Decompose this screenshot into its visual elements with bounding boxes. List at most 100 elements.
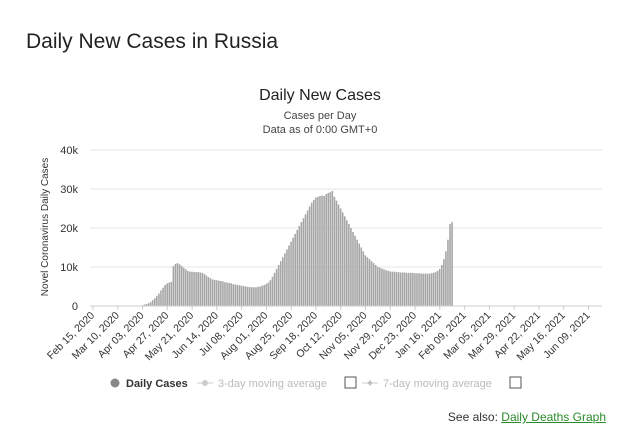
checkbox-7-day-average[interactable] <box>509 376 522 389</box>
bar-daily-cases[interactable] <box>401 272 404 306</box>
bar-daily-cases[interactable] <box>257 286 259 306</box>
bar-daily-cases[interactable] <box>310 202 313 306</box>
bar-daily-cases[interactable] <box>315 197 317 306</box>
bar-daily-cases[interactable] <box>447 239 449 306</box>
bar-daily-cases[interactable] <box>339 208 342 307</box>
bar-daily-cases[interactable] <box>226 282 228 306</box>
bar-daily-cases[interactable] <box>184 269 187 306</box>
bar-daily-cases[interactable] <box>215 280 218 306</box>
bar-daily-cases[interactable] <box>370 261 373 306</box>
bar-daily-cases[interactable] <box>333 196 336 306</box>
bar-daily-cases[interactable] <box>182 267 185 306</box>
bar-daily-cases[interactable] <box>440 265 443 306</box>
bar-daily-cases[interactable] <box>164 284 166 306</box>
bar-daily-cases[interactable] <box>263 284 266 306</box>
bar-daily-cases[interactable] <box>176 263 179 306</box>
bar-daily-cases[interactable] <box>273 272 276 306</box>
bar-daily-cases[interactable] <box>222 281 224 306</box>
bar-daily-cases[interactable] <box>327 192 330 306</box>
bar-daily-cases[interactable] <box>354 235 356 306</box>
bar-daily-cases[interactable] <box>397 272 400 306</box>
bar-daily-cases[interactable] <box>412 272 414 306</box>
bar-daily-cases[interactable] <box>209 278 212 306</box>
bar-daily-cases[interactable] <box>383 269 385 306</box>
bar-daily-cases[interactable] <box>168 282 171 306</box>
bar-daily-cases[interactable] <box>232 284 235 306</box>
bar-daily-cases[interactable] <box>213 279 216 306</box>
bar-daily-cases[interactable] <box>308 206 311 306</box>
bar-daily-cases[interactable] <box>420 273 422 306</box>
bar-daily-cases[interactable] <box>376 267 379 306</box>
bar-daily-cases[interactable] <box>395 272 398 306</box>
bar-daily-cases[interactable] <box>352 231 354 306</box>
bar-daily-cases[interactable] <box>405 272 408 306</box>
bar-daily-cases[interactable] <box>306 210 309 306</box>
bar-daily-cases[interactable] <box>300 222 303 306</box>
bar-daily-cases[interactable] <box>364 255 367 306</box>
bar-daily-cases[interactable] <box>451 222 453 306</box>
bar-daily-cases[interactable] <box>271 276 274 306</box>
bar-daily-cases[interactable] <box>261 285 263 306</box>
bar-daily-cases[interactable] <box>191 271 193 306</box>
bar-daily-cases[interactable] <box>304 214 307 306</box>
bar-daily-cases[interactable] <box>348 224 350 306</box>
bar-daily-cases[interactable] <box>193 272 195 306</box>
bar-daily-cases[interactable] <box>319 196 321 306</box>
bar-daily-cases[interactable] <box>284 253 286 306</box>
bar-daily-cases[interactable] <box>251 287 253 306</box>
bar-daily-cases[interactable] <box>424 273 427 306</box>
bar-daily-cases[interactable] <box>329 192 332 306</box>
bar-daily-cases[interactable] <box>298 226 301 306</box>
bar-daily-cases[interactable] <box>279 261 282 306</box>
bar-daily-cases[interactable] <box>414 273 416 306</box>
bar-daily-cases[interactable] <box>416 273 418 306</box>
bar-daily-cases[interactable] <box>205 275 208 306</box>
bar-daily-cases[interactable] <box>195 272 197 306</box>
checkbox-3-day-average[interactable] <box>344 376 357 389</box>
bar-daily-cases[interactable] <box>174 263 177 306</box>
bar-daily-cases[interactable] <box>201 272 204 306</box>
bar-daily-cases[interactable] <box>290 241 292 306</box>
bar-daily-cases[interactable] <box>228 282 230 306</box>
bar-daily-cases[interactable] <box>238 285 241 306</box>
bar-daily-cases[interactable] <box>255 287 257 306</box>
bar-daily-cases[interactable] <box>154 298 156 306</box>
bar-daily-cases[interactable] <box>381 268 383 306</box>
bar-daily-cases[interactable] <box>158 293 160 306</box>
bar-daily-cases[interactable] <box>259 286 261 307</box>
bar-daily-cases[interactable] <box>312 199 315 306</box>
bar-series-daily-cases[interactable] <box>131 190 453 307</box>
bar-daily-cases[interactable] <box>387 270 389 306</box>
bar-daily-cases[interactable] <box>393 271 396 306</box>
bar-daily-cases[interactable] <box>265 283 268 306</box>
bar-daily-cases[interactable] <box>170 281 173 306</box>
bar-daily-cases[interactable] <box>166 283 168 306</box>
bar-daily-cases[interactable] <box>267 282 270 306</box>
bar-daily-cases[interactable] <box>422 273 424 306</box>
bar-daily-cases[interactable] <box>325 194 327 306</box>
bar-daily-cases[interactable] <box>368 259 371 306</box>
legend-item-3-day-average[interactable]: 3-day moving average <box>197 378 327 390</box>
bar-daily-cases[interactable] <box>220 281 222 306</box>
bar-daily-cases[interactable] <box>346 220 348 306</box>
bar-daily-cases[interactable] <box>277 265 280 306</box>
bar-daily-cases[interactable] <box>410 272 412 306</box>
bar-daily-cases[interactable] <box>362 251 365 306</box>
bar-daily-cases[interactable] <box>236 284 239 306</box>
bar-daily-cases[interactable] <box>218 280 220 306</box>
bar-daily-cases[interactable] <box>432 272 435 306</box>
bar-daily-cases[interactable] <box>224 282 226 306</box>
bar-daily-cases[interactable] <box>160 290 162 306</box>
bar-daily-cases[interactable] <box>246 286 249 306</box>
bar-daily-cases[interactable] <box>317 196 319 306</box>
bar-daily-cases[interactable] <box>162 287 164 306</box>
bar-daily-cases[interactable] <box>391 271 394 306</box>
bar-daily-cases[interactable] <box>374 265 377 306</box>
bar-daily-cases[interactable] <box>189 271 191 306</box>
bar-daily-cases[interactable] <box>434 272 437 306</box>
bar-daily-cases[interactable] <box>337 204 340 306</box>
bar-daily-cases[interactable] <box>449 224 451 306</box>
bar-daily-cases[interactable] <box>321 195 323 306</box>
daily-deaths-graph-link[interactable]: Daily Deaths Graph <box>501 410 606 424</box>
bar-daily-cases[interactable] <box>180 265 183 306</box>
